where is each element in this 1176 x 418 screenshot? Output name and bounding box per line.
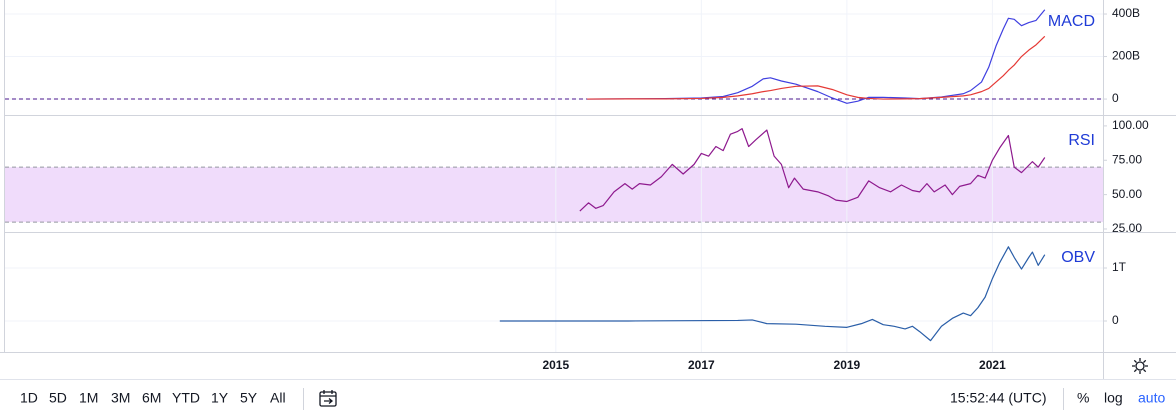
range-button[interactable]: 1Y [211, 390, 229, 406]
indicator-title: RSI [1068, 132, 1095, 149]
range-button[interactable]: 1D [20, 390, 38, 406]
range-button[interactable]: 3M [111, 390, 130, 406]
series-line [587, 35, 1046, 100]
y-tick-label: 50.00 [1112, 187, 1142, 201]
date-range-icon[interactable] [319, 390, 337, 407]
log-toggle[interactable]: log [1104, 390, 1123, 406]
x-tick-label: 2019 [834, 358, 861, 372]
y-tick-label: 200B [1112, 49, 1140, 63]
x-tick-label: 2017 [688, 358, 715, 372]
indicator-title: MACD [1048, 13, 1095, 30]
y-tick-label: 75.00 [1112, 152, 1142, 166]
clock: 15:52:44 (UTC) [950, 390, 1046, 406]
range-button[interactable]: 6M [142, 390, 161, 406]
y-tick-label: 0 [1112, 313, 1119, 327]
range-button[interactable]: 5D [49, 390, 67, 406]
settings-icon[interactable] [1132, 358, 1148, 374]
y-tick-label: 25.00 [1112, 221, 1142, 235]
x-tick-label: 2015 [542, 358, 569, 372]
rsi-band [5, 167, 1103, 223]
x-tick-label: 2021 [979, 358, 1006, 372]
y-tick-label: 1T [1112, 260, 1127, 274]
y-tick-label: 100.00 [1112, 118, 1149, 132]
series-line [587, 9, 1046, 104]
series-line [499, 246, 1046, 342]
pane [5, 0, 1103, 115]
series-line [579, 128, 1046, 212]
indicator-title: OBV [1061, 249, 1095, 266]
percent-toggle[interactable]: % [1077, 390, 1089, 406]
range-button[interactable]: All [270, 390, 286, 406]
y-tick-label: 400B [1112, 6, 1140, 20]
y-tick-label: 0 [1112, 91, 1119, 105]
pane [5, 233, 1103, 352]
range-button[interactable]: 5Y [240, 390, 258, 406]
pane [5, 116, 1103, 232]
range-button[interactable]: 1M [79, 390, 98, 406]
range-button[interactable]: YTD [172, 390, 200, 406]
auto-toggle[interactable]: auto [1138, 390, 1165, 406]
